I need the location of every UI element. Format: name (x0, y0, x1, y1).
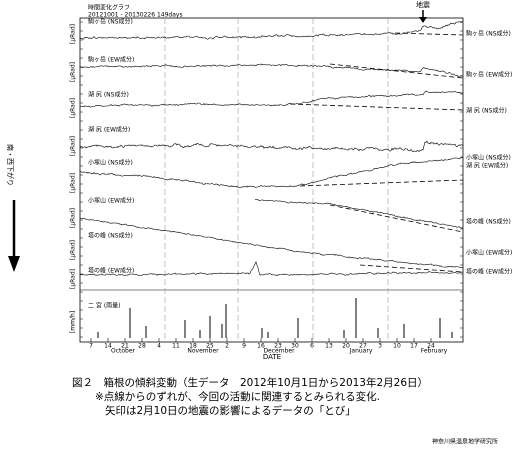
tilt-trace (79, 217, 463, 268)
x-tick-label: 28 (138, 343, 146, 350)
event-label: 地震 (416, 0, 430, 9)
x-tick-label: 7 (89, 343, 93, 350)
caption-line: ※点線からのずれが、今回の活動に関連するとみられる変化. (95, 390, 380, 403)
trend-line (329, 204, 464, 233)
trend-line (359, 264, 464, 273)
right-label: 駒ヶ岳 (EW成分) (466, 71, 512, 79)
x-tick-label: 11 (172, 343, 180, 350)
panel-unit: [μRad] (70, 62, 77, 82)
trend-line (299, 179, 464, 187)
trend-line (394, 32, 464, 36)
tilt-trace (79, 21, 464, 40)
panel-label: 駒ヶ岳 (NS成分) (88, 18, 133, 26)
panel-unit: [μRad] (70, 24, 77, 44)
trend-lines (289, 32, 464, 273)
direction-arrowhead (8, 256, 20, 272)
month-label: December (263, 348, 295, 355)
panel-unit: [mm/h] (70, 311, 77, 333)
panel-label: 湖 尻 (NS成分) (88, 91, 129, 99)
right-label: 小塚山 (NS成分) (466, 154, 511, 162)
panel-unit: [μRad] (70, 98, 77, 118)
x-tick-label: 3 (378, 343, 382, 350)
trend-line (329, 63, 464, 79)
tilt-trace (79, 63, 464, 78)
right-label: 塔の峰 (NS成分) (466, 218, 511, 226)
month-lines (164, 18, 389, 342)
event-arrowhead (419, 17, 427, 23)
month-label: October (111, 348, 136, 355)
x-tick-label: 24 (427, 343, 435, 350)
panel-label: 塔の峰 (NS成分) (88, 232, 133, 240)
right-label: 湖 尻 (NS成分) (466, 107, 507, 115)
x-tick-label: 6 (310, 343, 314, 350)
x-tick-label: 20 (342, 343, 350, 350)
panel-unit: [μRad] (70, 208, 77, 228)
right-label: 塔の峰 (EW成分) (466, 268, 512, 276)
x-tick-label: 13 (325, 343, 333, 350)
panel-unit: [μRad] (70, 240, 77, 260)
panel-unit: [μRad] (70, 269, 77, 289)
panel-label: 駒ヶ岳 (EW成分) (88, 56, 134, 64)
x-tick-label: 18 (189, 343, 197, 350)
month-label: January (349, 348, 373, 355)
panel-unit: [μRad] (70, 136, 77, 156)
x-tick-label: 14 (104, 343, 112, 350)
x-tick-label: 30 (291, 343, 299, 350)
x-tick-label: 10 (393, 343, 401, 350)
tilt-trace (79, 157, 464, 188)
month-label: February (421, 348, 448, 355)
caption-line: 矢印は2月10日の地震の影響によるデータの「とび」 (105, 404, 356, 417)
panel-label: 小塚山 (NS成分) (88, 159, 133, 167)
right-label: 小塚山 (EW成分) (466, 249, 512, 257)
panel-label: 湖 尻 (EW成分) (88, 126, 130, 134)
caption-line: 図２ 箱根の傾斜変動（生データ 2012年10月1日から2013年2月26日） (72, 376, 428, 389)
tilt-trace (254, 198, 464, 229)
credit: 神奈川県温泉地学研究所 (432, 438, 498, 446)
x-tick-label: 25 (206, 343, 214, 350)
right-label: 駒ヶ岳 (NS成分) (466, 30, 511, 38)
x-axis-title: DATE (263, 353, 281, 361)
x-tick-label: 23 (274, 343, 282, 350)
x-tick-label: 27 (359, 343, 367, 350)
panel-label: 小塚山 (EW成分) (88, 197, 134, 205)
trend-line (289, 103, 464, 111)
graph-period: 20121001 - 20130226 149days (88, 12, 183, 19)
tilt-trace (79, 260, 464, 277)
tilt-trace (79, 140, 464, 153)
x-tick-label: 17 (410, 343, 418, 350)
panel-unit: [μRad] (70, 173, 77, 193)
x-tick-label: 16 (257, 343, 265, 350)
panel-label: 塔の峰 (EW成分) (88, 267, 134, 275)
panel-label: 二 宮 (雨量) (88, 302, 121, 310)
x-tick-label: 2 (225, 343, 229, 350)
tilt-trace (79, 90, 464, 108)
x-tick-label: 4 (157, 343, 161, 350)
right-label: 湖 尻 (EW成分) (466, 162, 508, 170)
direction-label: 南・西下がり (6, 144, 15, 186)
month-label: November (187, 348, 219, 355)
graph-title: 時間変化グラフ (88, 4, 130, 12)
x-tick-label: 9 (242, 343, 246, 350)
x-tick-label: 21 (121, 343, 129, 350)
